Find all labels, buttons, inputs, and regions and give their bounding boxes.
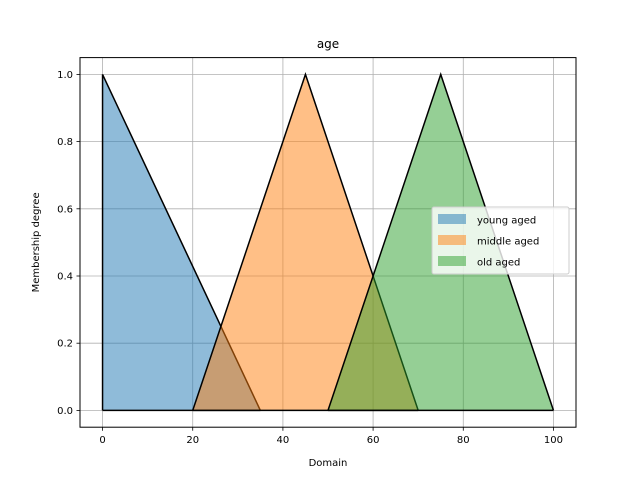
y-tick-label: 1.0 — [57, 70, 73, 81]
x-tick-label: 100 — [544, 435, 563, 446]
legend-swatch-middle-aged — [438, 235, 466, 245]
x-tick-label: 80 — [457, 435, 470, 446]
y-tick-label: 0.8 — [57, 137, 73, 148]
x-tick-label: 0 — [99, 435, 105, 446]
legend-label-old-aged: old aged — [477, 258, 520, 269]
x-tick-label: 60 — [367, 435, 380, 446]
chart-title: age — [317, 37, 339, 51]
legend-box — [431, 206, 570, 275]
x-tick-label: 40 — [277, 435, 290, 446]
legend-label-young-aged: young aged — [477, 216, 536, 227]
y-tick-label: 0.4 — [57, 272, 73, 283]
x-axis-label: Domain — [309, 458, 348, 469]
legend-label-middle-aged: middle aged — [477, 237, 539, 248]
outline-old-aged — [327, 72, 555, 411]
plot-frame — [79, 57, 577, 428]
y-axis-label: Membership degree — [31, 192, 42, 292]
legend-swatch-old-aged — [438, 256, 466, 266]
y-tick-label: 0.2 — [57, 339, 73, 350]
y-tick-label: 0.6 — [57, 204, 73, 215]
legend-swatch-young-aged — [438, 214, 466, 224]
axis-ticks: 0 20 40 60 80 100 0.0 0.2 0.4 0.6 0.8 1.0 — [57, 70, 563, 446]
legend: young aged middle aged old aged — [431, 206, 570, 275]
outline-young-aged — [101, 74, 262, 411]
x-tick-label: 20 — [186, 435, 199, 446]
y-tick-label: 0.0 — [57, 406, 73, 417]
